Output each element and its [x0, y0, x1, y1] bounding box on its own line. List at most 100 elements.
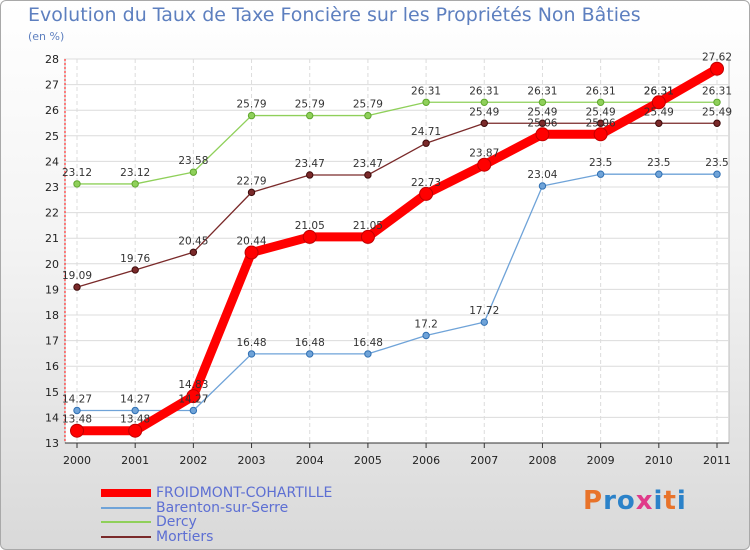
- data-point: [131, 180, 139, 188]
- chart-unit-label: (en %): [28, 30, 65, 43]
- data-point: [70, 423, 84, 438]
- y-tick-label: 21: [45, 232, 59, 245]
- x-tick-label: 2008: [528, 454, 556, 467]
- data-label: 25.49: [586, 106, 616, 118]
- y-tick-label: 20: [45, 258, 59, 271]
- data-label: 19.09: [62, 270, 92, 282]
- data-point: [477, 157, 492, 172]
- data-point: [480, 318, 488, 326]
- data-point: [713, 170, 721, 178]
- data-point: [596, 98, 605, 106]
- data-point: [247, 350, 256, 358]
- data-label: 23.12: [62, 167, 92, 179]
- series-line-0: [72, 64, 722, 436]
- y-tick-label: 27: [45, 79, 59, 92]
- data-point: [128, 423, 143, 438]
- data-label: 23.5: [647, 157, 670, 169]
- data-point: [713, 98, 721, 106]
- data-label: 25.49: [702, 106, 732, 118]
- x-tick-label: 2003: [238, 454, 266, 467]
- data-point: [710, 61, 724, 76]
- data-label: 23.87: [469, 148, 499, 160]
- x-tick-label: 2010: [645, 454, 673, 467]
- series-line-2: [76, 101, 718, 185]
- data-point: [189, 248, 198, 256]
- data-point: [189, 406, 198, 415]
- logo-letter: P: [583, 486, 604, 516]
- data-label: 23.58: [178, 155, 208, 167]
- data-label: 17.2: [414, 318, 437, 330]
- data-label: 16.48: [353, 337, 383, 349]
- x-tick-label: 2001: [121, 454, 149, 467]
- data-point: [422, 331, 430, 340]
- data-label: 26.31: [469, 85, 499, 97]
- data-label: 23.47: [353, 158, 383, 170]
- chart-title: Evolution du Taux de Taxe Foncière sur l…: [28, 4, 641, 26]
- data-label: 22.79: [237, 175, 267, 187]
- data-label: 26.31: [527, 85, 557, 97]
- data-point: [364, 171, 372, 179]
- logo-letter: x: [635, 486, 654, 516]
- data-point: [131, 266, 139, 274]
- data-label: 16.48: [237, 337, 267, 349]
- y-tick-label: 18: [45, 309, 59, 322]
- data-point: [186, 389, 201, 404]
- y-tick-label: 15: [45, 386, 59, 399]
- data-point: [651, 95, 666, 110]
- logo-letter: i: [653, 486, 664, 516]
- data-point: [306, 111, 314, 120]
- y-tick-label: 28: [45, 53, 59, 66]
- data-point: [596, 170, 605, 178]
- data-label: 26.31: [411, 85, 441, 97]
- data-point: [655, 170, 663, 178]
- data-label: 23.47: [295, 158, 325, 170]
- data-point: [131, 406, 139, 415]
- data-point: [480, 119, 488, 127]
- data-point: [538, 98, 547, 106]
- legend-label: Dercy: [156, 514, 197, 531]
- data-label: 19.76: [120, 253, 150, 265]
- x-tick-label: 2002: [179, 454, 207, 467]
- y-tick-label: 25: [45, 130, 59, 143]
- data-point: [189, 168, 198, 176]
- series-line-1: [76, 173, 718, 412]
- data-label: 25.49: [644, 106, 674, 118]
- data-point: [596, 119, 605, 127]
- data-label: 14.83: [178, 379, 208, 391]
- data-label: 14.27: [178, 393, 208, 405]
- data-label: 26.31: [586, 85, 616, 97]
- data-point: [713, 119, 721, 127]
- data-label: 13.48: [120, 414, 150, 426]
- legend-label: FROIDMONT-COHARTILLE: [156, 485, 333, 501]
- data-label: 25.49: [469, 106, 499, 118]
- y-tick-label: 22: [45, 207, 59, 220]
- y-tick-label: 17: [45, 335, 59, 348]
- data-label: 26.31: [644, 85, 674, 97]
- data-point: [364, 350, 372, 358]
- logo-letter: r: [603, 486, 617, 516]
- legend-label: Mortiers: [156, 528, 214, 545]
- data-point: [306, 350, 314, 358]
- logo-letter: o: [616, 486, 636, 516]
- y-tick-label: 24: [45, 155, 59, 168]
- x-tick-label: 2011: [703, 454, 731, 467]
- data-point: [422, 98, 430, 106]
- y-tick-label: 16: [45, 360, 59, 373]
- data-label: 27.62: [702, 52, 732, 64]
- y-tick-label: 13: [45, 437, 59, 450]
- data-label: 26.31: [702, 85, 732, 97]
- data-label: 23.04: [527, 169, 557, 181]
- data-point: [535, 127, 550, 142]
- data-label: 20.44: [237, 236, 267, 248]
- x-tick-label: 2004: [296, 454, 324, 467]
- data-label: 14.27: [62, 393, 92, 405]
- data-label: 24.71: [411, 126, 441, 138]
- logo-letter: t: [663, 486, 677, 516]
- data-point: [538, 119, 547, 127]
- y-tick-label: 14: [45, 411, 59, 424]
- data-point: [364, 111, 372, 120]
- x-tick-label: 2007: [470, 454, 498, 467]
- data-label: 21.05: [295, 220, 325, 232]
- data-point: [593, 127, 608, 142]
